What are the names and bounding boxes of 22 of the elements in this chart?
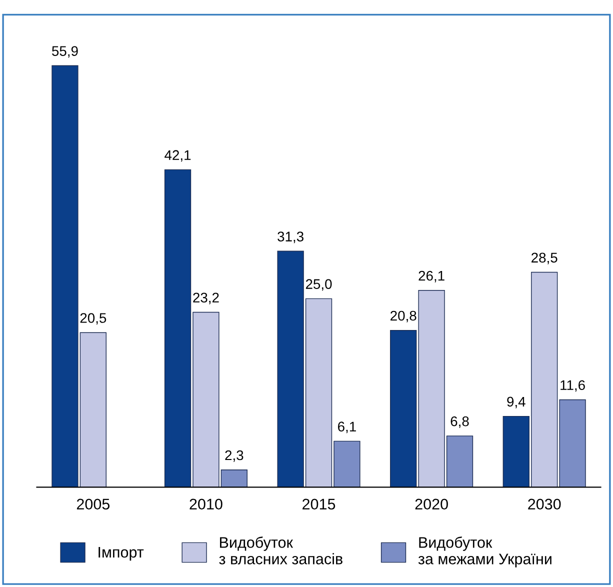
data-label: 28,5 bbox=[532, 252, 558, 264]
data-label: 26,1 bbox=[418, 270, 444, 282]
data-label: 20,5 bbox=[80, 313, 106, 325]
data-label: 6,8 bbox=[450, 416, 469, 428]
x-tick-label: 2005 bbox=[76, 498, 110, 510]
x-tick-label: 2030 bbox=[528, 498, 561, 510]
data-label: 2,3 bbox=[225, 450, 244, 462]
data-label: 31,3 bbox=[278, 232, 304, 244]
data-label: 9,4 bbox=[507, 396, 526, 408]
data-label: 20,8 bbox=[390, 310, 416, 322]
data-label: 25,0 bbox=[306, 279, 332, 291]
legend-label: Видобуток за межами України bbox=[418, 536, 552, 568]
x-tick-label: 2010 bbox=[190, 498, 222, 510]
data-label: 55,9 bbox=[52, 46, 78, 58]
legend-label: Імпорт bbox=[98, 546, 144, 561]
legend-label: Видобуток з власних запасів bbox=[219, 536, 342, 564]
x-tick-label: 2015 bbox=[302, 498, 336, 510]
data-label: 11,6 bbox=[560, 380, 585, 392]
data-label: 6,1 bbox=[338, 422, 356, 434]
data-label: 42,1 bbox=[164, 150, 191, 162]
data-label: 23,2 bbox=[193, 292, 219, 304]
x-tick-label: 2020 bbox=[415, 498, 448, 510]
